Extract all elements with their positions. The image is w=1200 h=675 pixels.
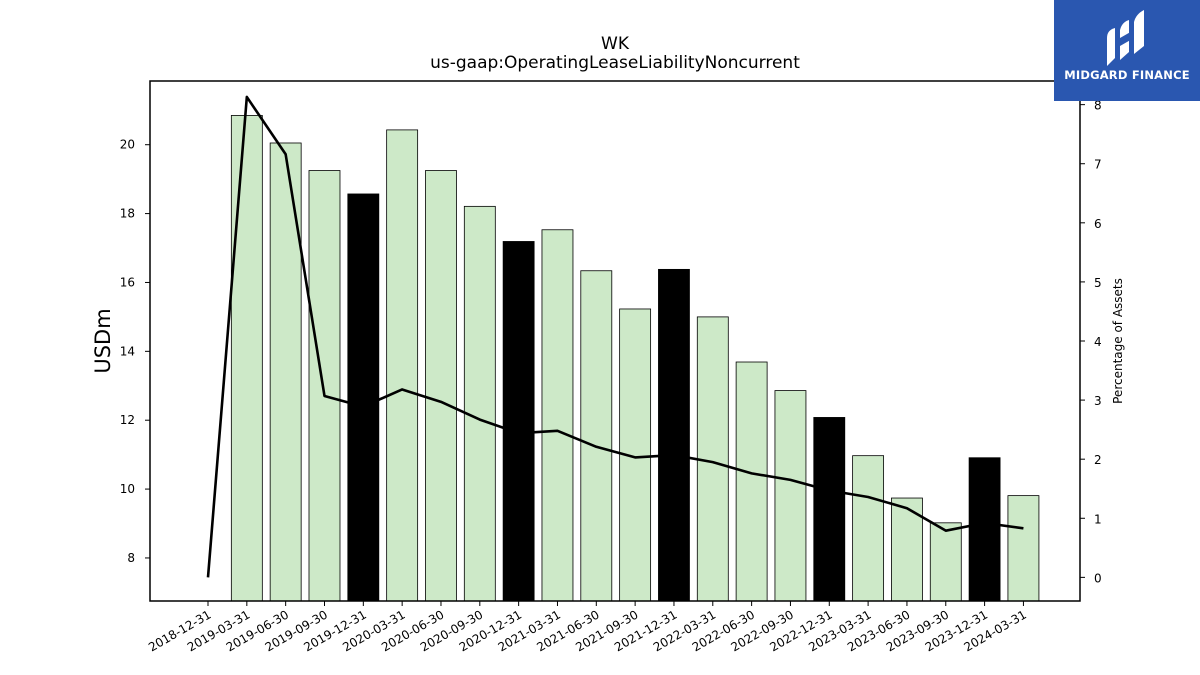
bar-2019-12-31 [347,193,380,602]
y-tick-label: 18 [120,207,135,221]
y-axis-label: USDm [91,308,115,373]
chart-title: WK [601,34,630,54]
chart-subtitle: us-gaap:OperatingLeaseLiabilityNoncurren… [430,53,800,73]
right-axis: 0 1 2 3 4 5 6 7 8 [1080,99,1102,585]
y2-tick-label: 3 [1094,394,1102,408]
brand-logo: MIDGARD FINANCE [1054,0,1200,101]
x-axis: 2018-12-312019-03-312019-06-302019-09-30… [146,601,1029,654]
y-tick-label: 16 [120,275,135,289]
bar-2023-03-31 [852,455,885,602]
percent-of-assets-line [206,95,1024,578]
left-axis: 8 10 12 14 16 18 20 [120,138,150,565]
bar-2024-03-31 [1007,495,1040,602]
bar-2021-03-31 [541,229,574,602]
bar-2022-12-31 [813,417,846,602]
bar-2021-06-30 [580,270,613,602]
bar-2020-06-30 [425,170,457,602]
bar-2022-09-30 [774,390,807,602]
y2-axis-label: Percentage of Assets [1111,278,1125,404]
y-tick-label: 12 [120,413,135,427]
line-layer [206,95,1024,578]
bar-2021-12-31 [658,268,690,602]
logo-text: MIDGARD FINANCE [1064,68,1190,82]
y2-tick-label: 1 [1094,512,1102,526]
bar-2020-03-31 [386,129,419,602]
bar-2019-03-31 [230,115,263,602]
bar-2019-09-30 [308,170,341,602]
y2-tick-label: 5 [1094,276,1102,290]
bar-2020-12-31 [502,241,535,602]
y-tick-label: 10 [120,482,135,496]
y2-tick-label: 0 [1094,571,1102,585]
bar-2022-06-30 [735,361,768,602]
bar-2023-12-31 [968,457,1001,602]
bar-2020-09-30 [463,205,496,602]
y2-tick-label: 7 [1094,158,1102,172]
y2-tick-label: 4 [1094,335,1102,349]
y-tick-label: 14 [120,344,135,358]
bar-2023-09-30 [929,522,962,602]
bars-layer [230,115,1040,602]
y2-tick-label: 6 [1094,217,1102,231]
y2-tick-label: 2 [1094,453,1102,467]
y-tick-label: 8 [127,551,135,565]
bar-2019-06-30 [269,142,302,602]
y-tick-label: 20 [120,138,135,152]
y2-tick-label: 8 [1094,99,1102,113]
midgard-logo-icon [1107,10,1144,66]
